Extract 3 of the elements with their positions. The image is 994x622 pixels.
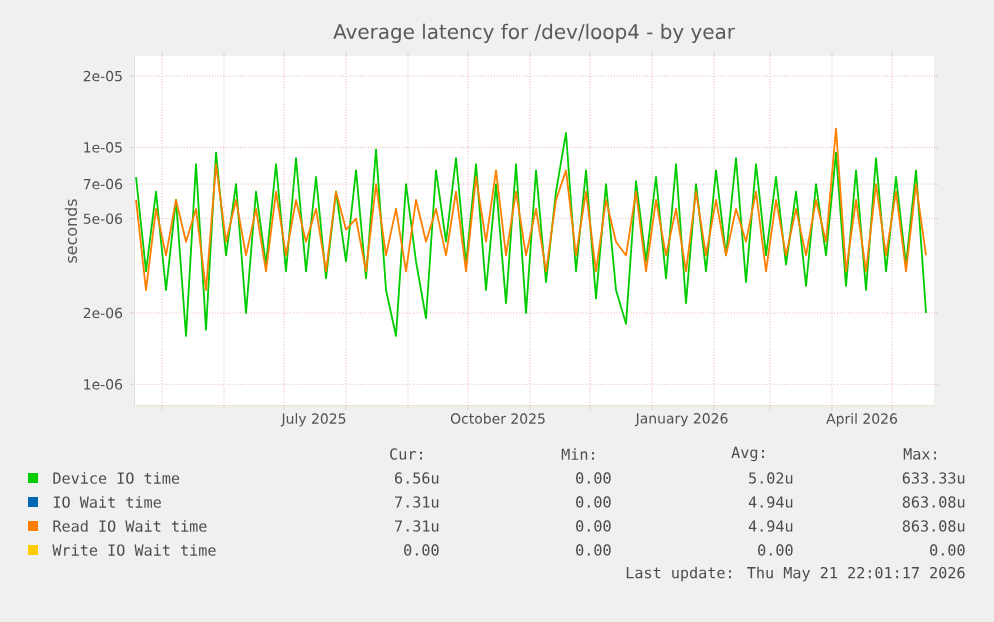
- line-series: [135, 132, 927, 337]
- line-series: [135, 127, 927, 291]
- chart-title: Average latency for /dev/loop4 - by year: [333, 23, 735, 44]
